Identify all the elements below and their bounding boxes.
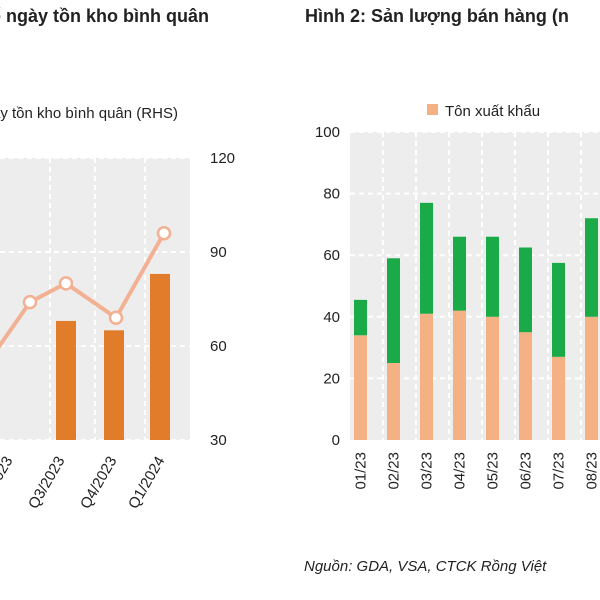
right-bar-other (519, 247, 532, 333)
left-bar (56, 320, 76, 440)
right-y-tick: 60 (323, 247, 340, 264)
right-x-tick: 03/23 (419, 452, 436, 490)
right-x-tick: 07/23 (551, 452, 568, 490)
right-legend-swatch (427, 104, 438, 115)
right-x-tick: 08/23 (584, 452, 600, 490)
left-line-marker (108, 310, 124, 326)
right-bar-other (585, 218, 598, 317)
left-rhs-tick: 60 (210, 338, 227, 355)
right-bar-other (486, 236, 499, 317)
right-bar-export (387, 363, 400, 440)
right-bar-export (354, 335, 367, 440)
right-bar-other (453, 236, 466, 311)
left-rhs-tick: 120 (210, 150, 235, 167)
left-x-tick: 023 (0, 454, 16, 484)
left-rhs-tick: 90 (210, 244, 227, 261)
left-legend-label: ày tồn kho bình quân (RHS) (0, 105, 178, 122)
right-x-tick: 04/23 (452, 452, 469, 490)
right-x-tick: 05/23 (485, 452, 502, 490)
left-line-marker (156, 225, 172, 241)
left-x-tick: Q4/2023 (77, 454, 120, 512)
right-y-tick: 0 (332, 432, 340, 449)
left-bar (104, 330, 124, 440)
right-y-tick: 100 (315, 124, 340, 141)
right-x-tick: 02/23 (386, 452, 403, 490)
right-bar-other (420, 202, 433, 314)
right-bar-export (486, 316, 499, 440)
right-bar-other (354, 299, 367, 336)
right-x-tick: 01/23 (353, 452, 370, 490)
left-chart-title: ố ngày tồn kho bình quân (0, 6, 209, 26)
source-note: Nguồn: GDA, VSA, CTCK Rồng Việt (304, 558, 547, 575)
right-bar-other (552, 262, 565, 357)
left-bar (150, 273, 170, 440)
right-bar-export (453, 310, 466, 440)
right-bar-export (420, 313, 433, 440)
left-line-marker (22, 294, 38, 310)
right-y-tick: 20 (323, 370, 340, 387)
right-bar-export (519, 332, 532, 440)
left-x-tick: Q1/2024 (125, 454, 168, 512)
right-bar-export (552, 356, 565, 440)
right-y-tick: 40 (323, 309, 340, 326)
left-x-tick: Q3/2023 (25, 454, 68, 512)
right-x-tick: 06/23 (518, 452, 535, 490)
right-bar-export (585, 316, 598, 440)
right-chart-title: Hình 2: Sản lượng bán hàng (n (305, 6, 569, 26)
right-y-tick: 80 (323, 186, 340, 203)
left-rhs-tick: 30 (210, 432, 227, 449)
right-legend-label: Tôn xuất khẩu (445, 103, 540, 120)
left-line-marker (58, 276, 74, 291)
right-bar-other (387, 258, 400, 363)
